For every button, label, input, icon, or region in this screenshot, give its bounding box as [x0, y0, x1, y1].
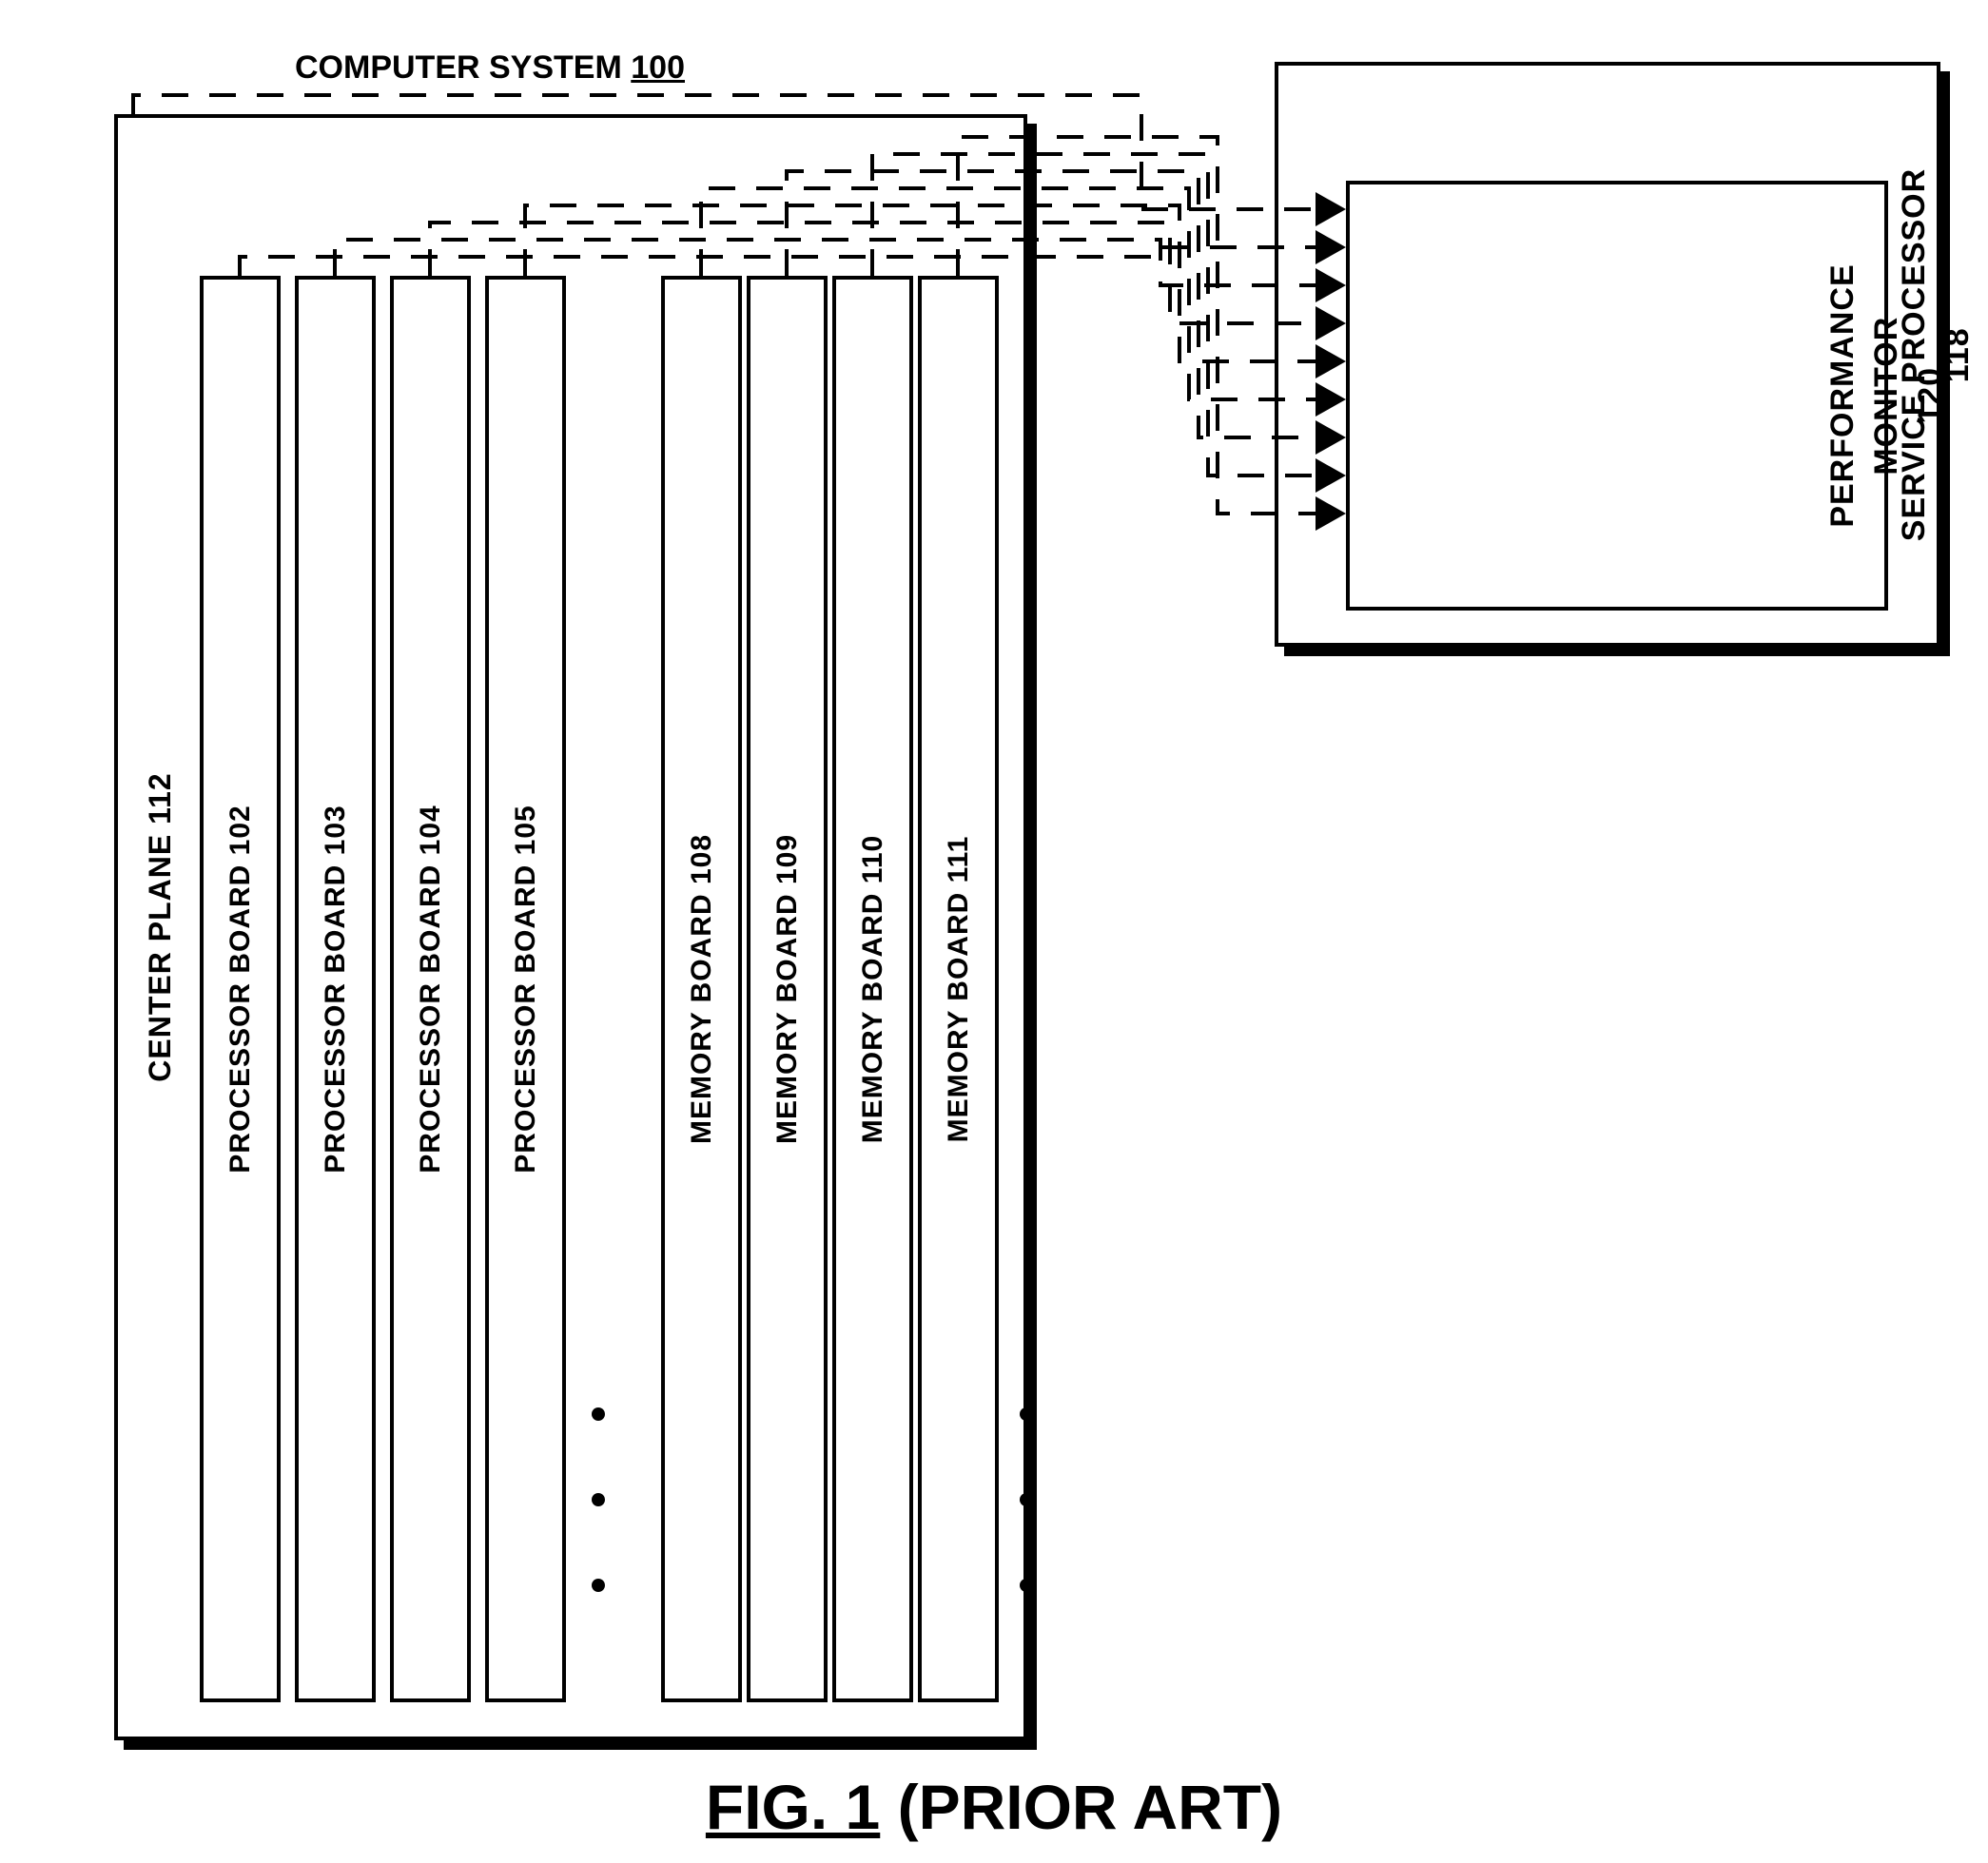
figure-caption: FIG. 1 (PRIOR ART): [706, 1771, 1282, 1843]
connections-layer: [0, 0, 1988, 1863]
figure-number: FIG. 1: [706, 1772, 880, 1842]
